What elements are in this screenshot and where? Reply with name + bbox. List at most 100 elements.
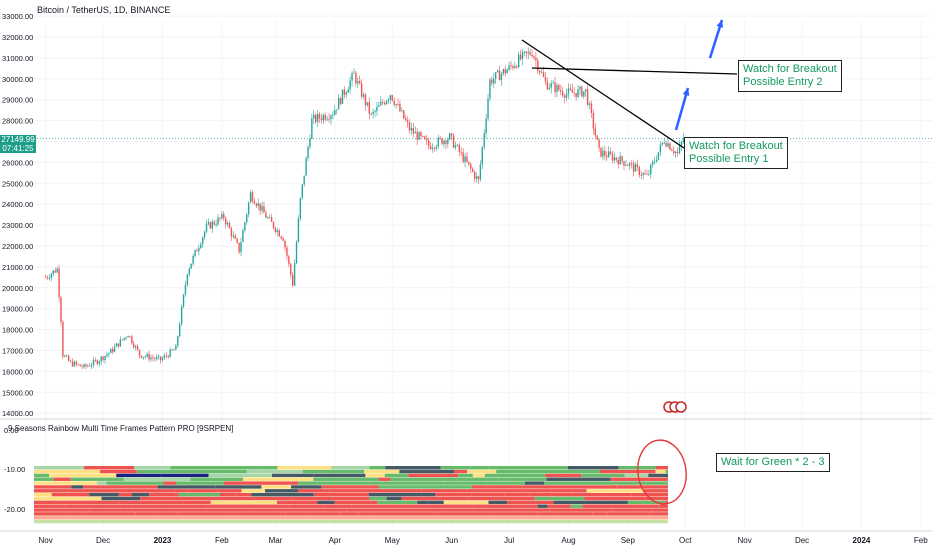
candle-body: [186, 274, 189, 285]
candle-body: [630, 163, 633, 165]
heatmap-cell: [412, 485, 472, 489]
heatmap-cell: [484, 473, 546, 478]
candle-body: [441, 138, 443, 145]
callout-breakout-2-line1: Watch for Breakout: [743, 63, 837, 75]
heatmap-cell: [302, 469, 365, 474]
candle-body: [328, 118, 330, 120]
candle-body: [431, 147, 434, 150]
candle-body: [412, 128, 415, 134]
heatmap-cell: [118, 492, 133, 497]
candle-body: [318, 114, 321, 119]
heatmap-cell: [170, 466, 184, 470]
candle-body: [125, 337, 127, 339]
heatmap-cell: [490, 512, 538, 516]
candle-body: [588, 103, 591, 105]
candle-body: [372, 111, 374, 114]
candle-body: [175, 345, 177, 350]
candle-body: [590, 103, 593, 113]
candle-body: [305, 158, 307, 176]
heatmap-cell: [553, 500, 570, 505]
candle-body: [667, 143, 669, 147]
heatmap-cell: [443, 519, 468, 524]
y-tick-label: 30000.00: [2, 75, 33, 84]
heatmap-cell: [34, 477, 54, 481]
x-tick-label: Nov: [39, 536, 53, 545]
heatmap-cell: [378, 477, 391, 481]
heatmap-cell: [123, 477, 191, 481]
y-tick-label: 23000.00: [2, 221, 33, 230]
y-tick-label: 21000.00: [2, 263, 33, 272]
heatmap-cell: [34, 469, 101, 474]
heatmap-cell: [624, 473, 649, 478]
candle-body: [420, 132, 422, 137]
heatmap-cell: [472, 473, 485, 478]
candle-body: [552, 82, 554, 84]
y-tick-label: 18000.00: [2, 326, 33, 335]
heatmap-cell: [655, 466, 668, 470]
candle-body: [364, 94, 367, 106]
heatmap-cell: [265, 516, 290, 520]
candle-body: [341, 89, 344, 104]
candle-body: [267, 217, 269, 219]
candle-body: [598, 139, 600, 148]
candle-body: [152, 357, 154, 359]
heatmap-cell: [34, 466, 85, 470]
heatmap-cell: [34, 473, 50, 478]
heatmap-cell: [70, 516, 134, 520]
heatmap-cell: [346, 508, 380, 512]
candle-body: [426, 139, 428, 141]
heatmap-cell: [65, 504, 133, 508]
candle-body: [399, 103, 401, 112]
candle-body: [443, 140, 445, 145]
candle-body: [433, 147, 436, 149]
candle-body: [299, 197, 302, 219]
heatmap-cell: [488, 500, 508, 505]
indicator-heatmap: [34, 439, 687, 524]
heatmap-cell: [133, 485, 158, 489]
heatmap-cell: [89, 492, 119, 497]
candle-body: [619, 156, 621, 165]
bar-countdown: 07:41:25: [0, 144, 36, 153]
heatmap-cell: [289, 481, 299, 485]
candle-body: [516, 66, 518, 68]
candle-body: [54, 270, 56, 273]
heatmap-cell: [379, 508, 430, 512]
candle-body: [422, 136, 424, 137]
heatmap-cell: [665, 500, 668, 505]
candle-body: [190, 263, 192, 269]
candle-body: [293, 263, 296, 286]
candle-body: [481, 147, 483, 165]
candle-body: [368, 102, 370, 114]
arrow-head: [716, 20, 724, 28]
heatmap-cell: [34, 516, 71, 520]
candle-body: [159, 356, 162, 361]
heatmap-cell: [113, 477, 124, 481]
candle-body: [678, 145, 681, 154]
candle-body: [182, 294, 185, 307]
heatmap-cell: [292, 496, 333, 501]
candle-body: [81, 366, 83, 368]
candle-body: [456, 144, 459, 146]
candle-body: [554, 82, 556, 93]
candle-body: [653, 161, 656, 163]
candle-body: [221, 213, 223, 219]
heatmap-cell: [90, 519, 150, 524]
heatmap-cell: [161, 473, 209, 478]
y-tick-label: 25000.00: [2, 179, 33, 188]
heatmap-cell: [496, 469, 549, 474]
heatmap-cell: [77, 519, 91, 524]
heatmap-cell: [529, 492, 573, 497]
candle-body: [203, 231, 206, 238]
heatmap-cell: [369, 496, 387, 501]
candle-body: [46, 277, 49, 279]
candle-body: [454, 145, 457, 148]
candle-body: [380, 101, 382, 106]
indicator-tick-label: 0.00: [4, 426, 19, 435]
heatmap-cell: [534, 496, 585, 501]
candle-body: [623, 161, 625, 166]
candle-body: [362, 94, 365, 97]
heatmap-cell: [369, 485, 379, 489]
candle-body: [330, 115, 332, 120]
heatmap-cell: [510, 477, 528, 481]
candle-body: [475, 176, 478, 179]
